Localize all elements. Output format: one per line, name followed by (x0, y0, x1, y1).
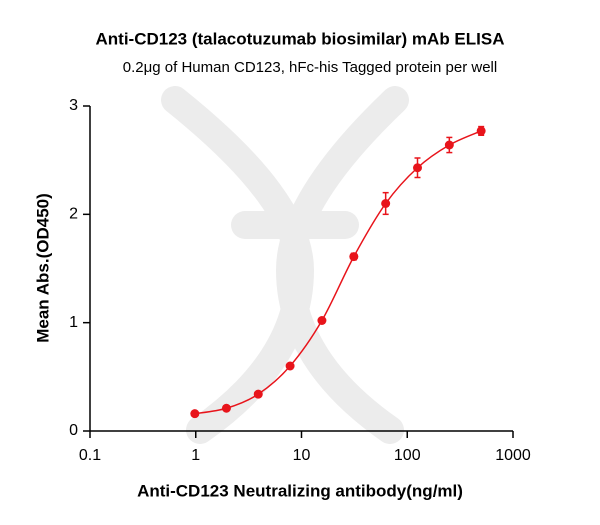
data-point (221, 403, 231, 413)
data-point (412, 163, 422, 173)
x-tick-label: 10 (293, 447, 311, 464)
x-tick-label: 1000 (495, 447, 531, 464)
data-point (285, 361, 295, 371)
x-axis-label: Anti-CD123 Neutralizing antibody(ng/ml) (137, 481, 463, 500)
y-tick-label: 2 (69, 206, 78, 223)
watermark-strand (275, 86, 409, 444)
y-tick-label: 1 (69, 314, 78, 331)
x-tick-label: 0.1 (79, 447, 101, 464)
y-tick-label: 0 (69, 422, 78, 439)
x-tick-label: 1 (191, 447, 200, 464)
data-point (444, 140, 454, 150)
y-tick-label: 3 (69, 97, 78, 114)
watermark (161, 86, 409, 444)
data-point (381, 199, 391, 208)
data-point (253, 389, 263, 399)
fit-curve (194, 130, 482, 415)
data-point (349, 252, 359, 262)
chart-subtitle: 0.2μg of Human CD123, hFc-his Tagged pro… (123, 59, 497, 76)
y-axis-label: Mean Abs.(OD450) (33, 193, 52, 343)
chart-title: Anti-CD123 (talacotuzumab biosimilar) mA… (96, 29, 505, 48)
data-point (476, 126, 486, 136)
data-point (190, 409, 200, 419)
data-point (317, 316, 327, 325)
x-tick-label: 100 (394, 447, 421, 464)
